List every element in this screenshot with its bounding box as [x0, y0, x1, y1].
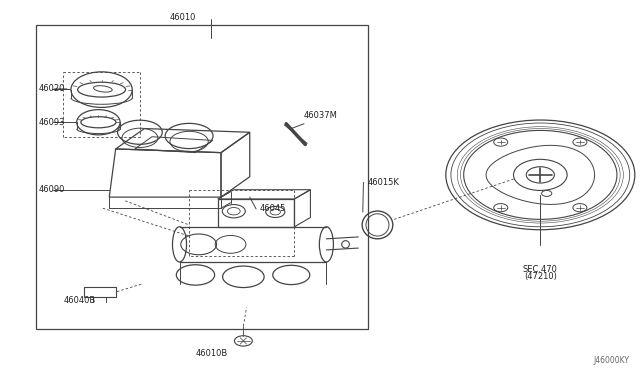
- Text: 46020: 46020: [39, 84, 65, 93]
- Text: J46000KY: J46000KY: [594, 356, 630, 365]
- Text: 46093: 46093: [39, 118, 65, 127]
- Text: 46040B: 46040B: [63, 296, 95, 305]
- Bar: [84, 287, 116, 297]
- Text: SEC.470: SEC.470: [523, 265, 557, 274]
- Text: 46010: 46010: [170, 13, 196, 22]
- Bar: [36, 25, 368, 329]
- Text: (47210): (47210): [524, 272, 557, 281]
- Text: 46037M: 46037M: [303, 111, 337, 120]
- Text: 46090: 46090: [39, 185, 65, 194]
- Text: 46015K: 46015K: [367, 178, 399, 187]
- Text: 46045: 46045: [259, 205, 285, 214]
- Text: 46010B: 46010B: [195, 349, 228, 358]
